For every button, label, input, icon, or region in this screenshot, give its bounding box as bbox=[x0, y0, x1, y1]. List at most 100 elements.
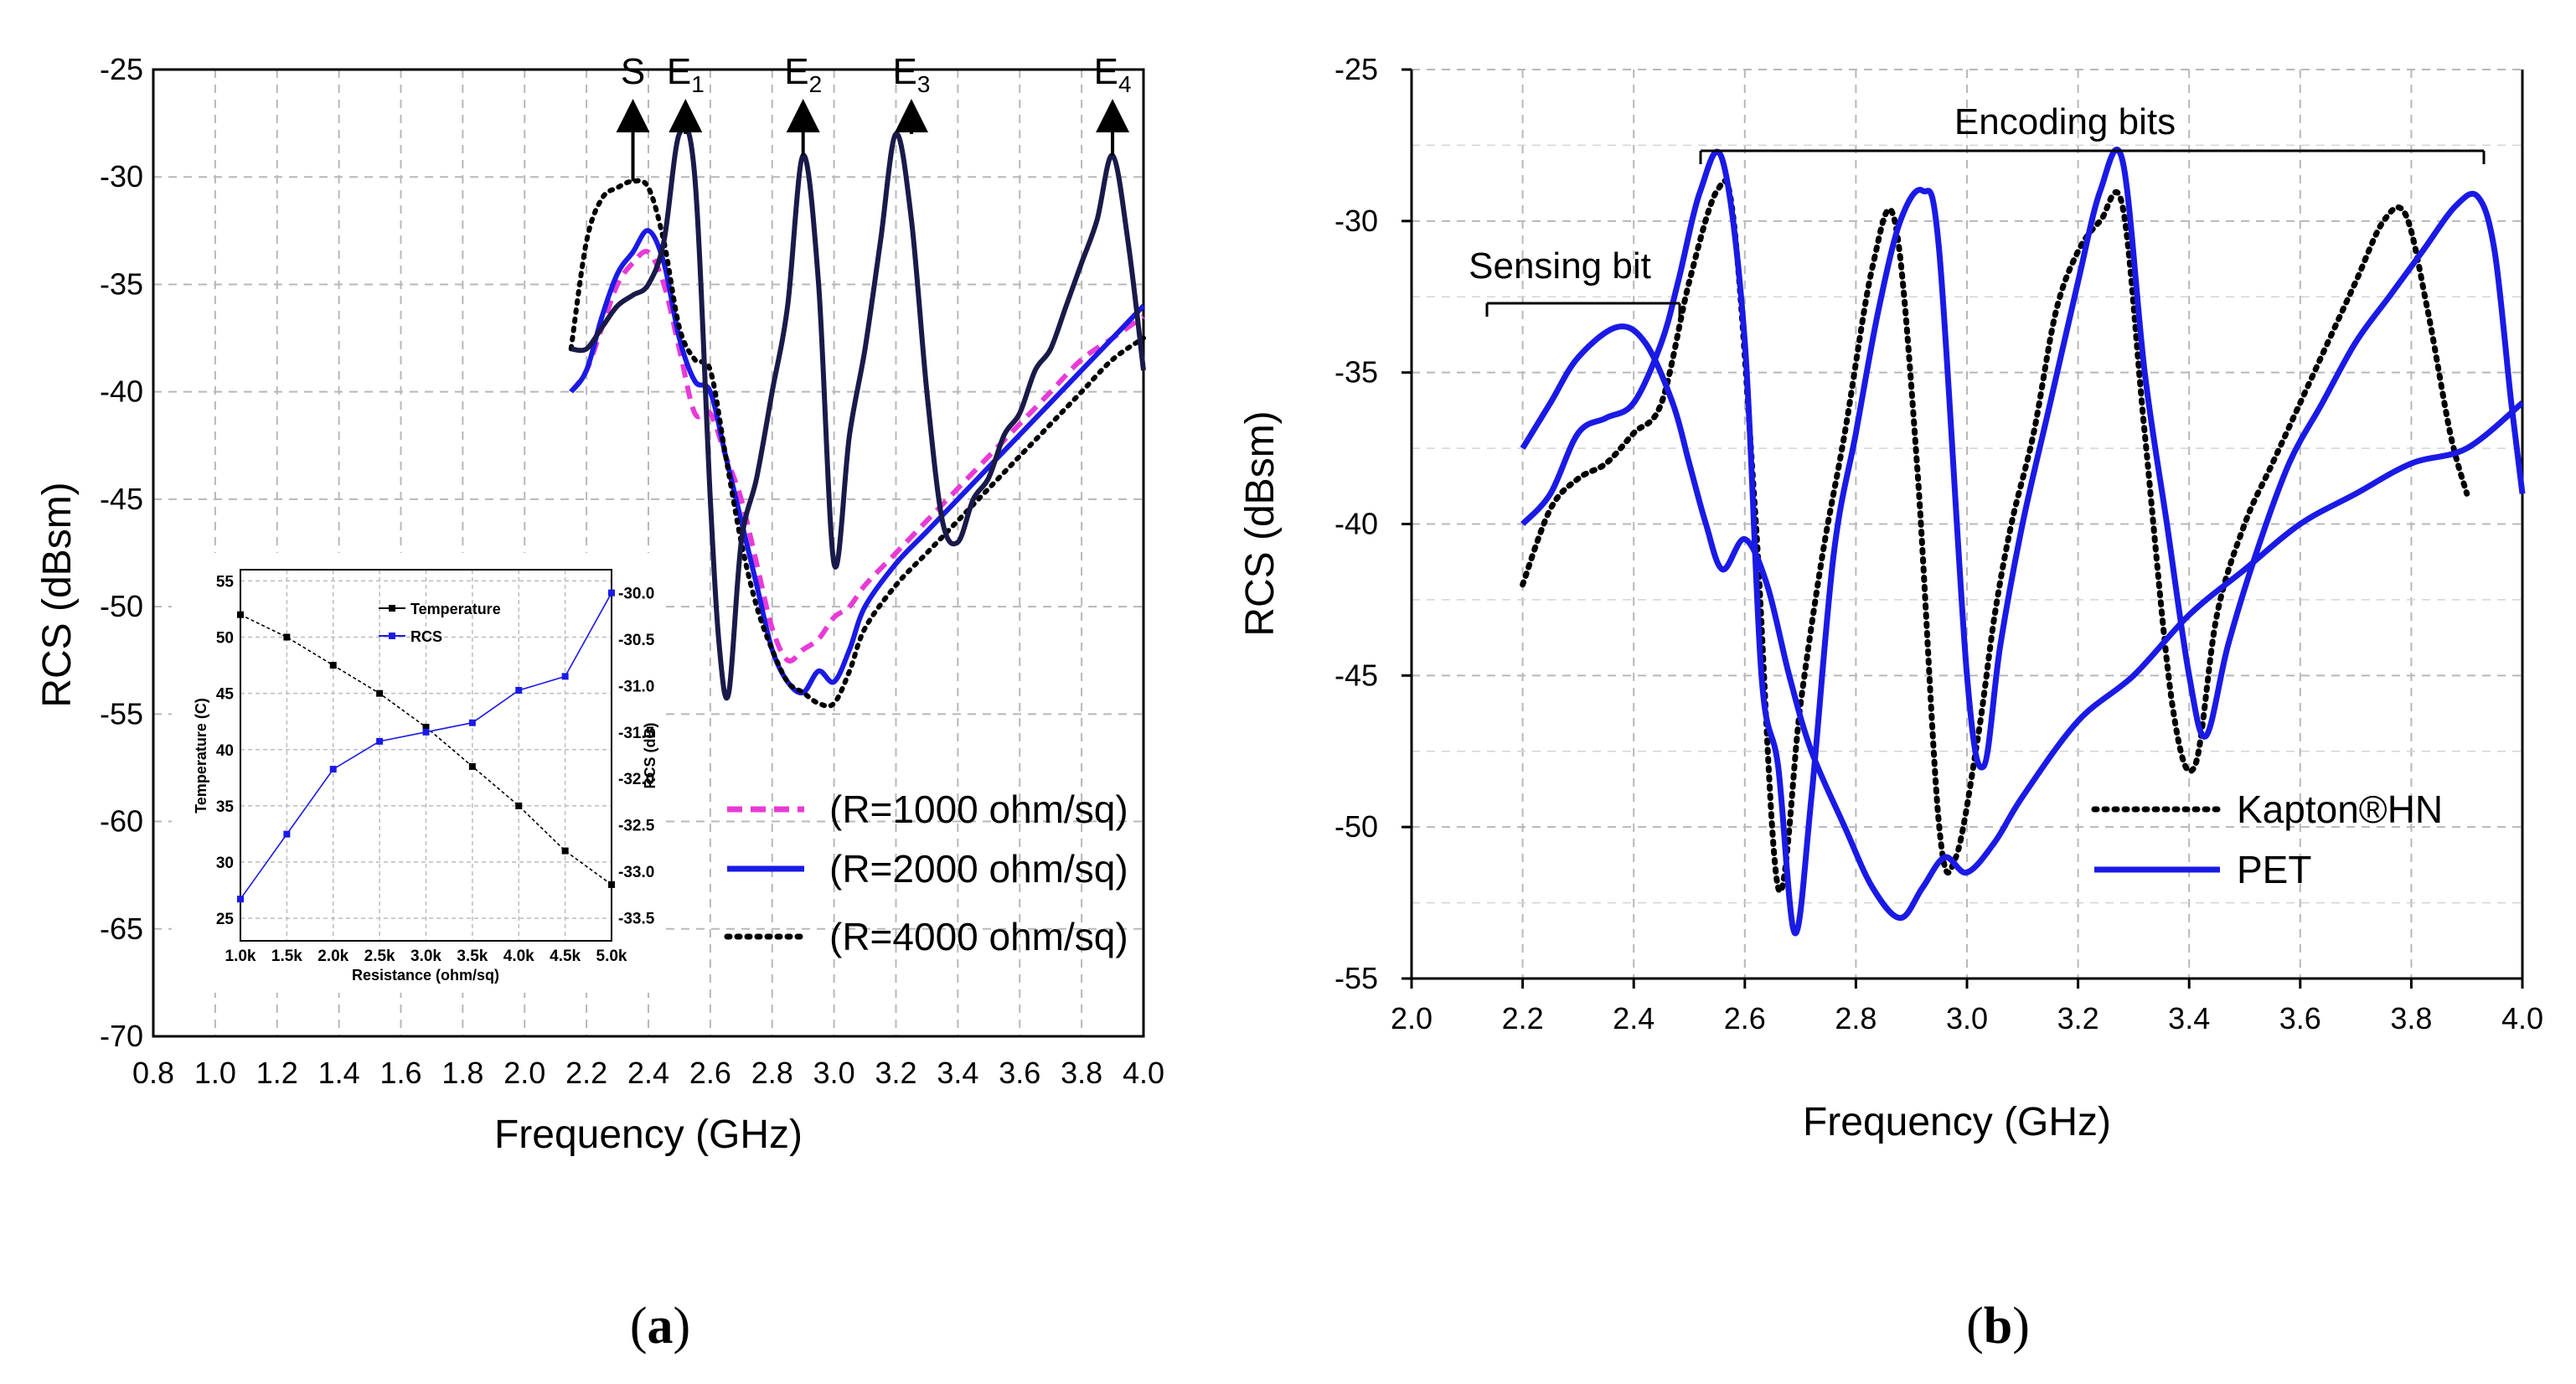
inset-point-rcs bbox=[515, 686, 523, 694]
inset-point-rcs bbox=[468, 719, 476, 726]
inset-point-temperature bbox=[329, 662, 337, 669]
chart-a-x-ticks: 0.8 1.0 1.2 1.4 1.6 1.8 2.0 2.2 2.4 2.6 2.8 3.0 3.2 3… bbox=[132, 1056, 1164, 1090]
chart-a-y-label: RCS (dBsm) bbox=[35, 482, 80, 707]
chart-b-y-tick-label: -35 bbox=[1334, 355, 1378, 390]
inset-legend-temperature-label: Temperature bbox=[410, 601, 501, 617]
inset-point-rcs bbox=[561, 673, 569, 680]
inset-point-temperature bbox=[468, 762, 476, 770]
chart-a-inset: 1.0k 1.5k 2.0k 2.5k 3.0k 3.5k 4.0k 4.5k 5.0k 25 30… bbox=[172, 553, 662, 993]
inset-series bbox=[237, 589, 615, 903]
inset-y-right-tick-label: -33.0 bbox=[618, 864, 654, 881]
chart-a-series-r-4000-ohm-sq bbox=[568, 178, 1146, 709]
chart-b-series-kapton-hn bbox=[1520, 178, 2470, 895]
chart-a-y-tick-label: -70 bbox=[100, 1019, 143, 1053]
chart-b-x-tick-label: 4.0 bbox=[2501, 1001, 2543, 1035]
chart-a-legend: (R=1000 ohm/sq) (R=2000 ohm/sq) (R=4000 … bbox=[724, 788, 1128, 958]
chart-a-y-ticks: -25 -30 -35 -40 -45 -50 -55 -60 -65 -70 bbox=[100, 52, 143, 1053]
chart-b-x-tick-label: 2.4 bbox=[1613, 1001, 1655, 1035]
inset-y-left-tick-label: 55 bbox=[216, 573, 235, 591]
inset-x-tick-label: 3.0k bbox=[410, 948, 441, 965]
inset-y-right-tick-label: -30.0 bbox=[618, 586, 654, 603]
chart-b-x-tick-label: 2.2 bbox=[1502, 1001, 1544, 1035]
inset-y-left-tick-label: 50 bbox=[216, 630, 234, 648]
inset-point-rcs bbox=[283, 830, 291, 838]
legend-r4000-label: (R=4000 ohm/sq) bbox=[829, 915, 1128, 958]
inset-ticks: 1.0k 1.5k 2.0k 2.5k 3.0k 3.5k 4.0k 4.5k 5.0k 25 30… bbox=[216, 573, 655, 965]
inset-grid bbox=[240, 570, 612, 941]
chart-a-x-tick-label: 1.0 bbox=[194, 1056, 236, 1090]
chart-b-y-tick-label: -45 bbox=[1334, 658, 1378, 692]
chart-b-x-label: Frequency (GHz) bbox=[1803, 1100, 2111, 1144]
chart-a-x-tick-label: 3.6 bbox=[999, 1056, 1040, 1090]
chart-a-x-tick-label: 1.6 bbox=[379, 1056, 421, 1090]
inset-x-tick-label: 3.5k bbox=[457, 948, 488, 965]
chart-a-y-tick-label: -45 bbox=[100, 482, 143, 516]
inset-point-temperature bbox=[376, 689, 384, 697]
chart-a-x-tick-label: 3.0 bbox=[813, 1056, 855, 1090]
inset-point-rcs bbox=[237, 896, 244, 903]
annotation-subscript: 3 bbox=[917, 71, 931, 97]
chart-b-y-label: RCS (dBsm) bbox=[1238, 411, 1283, 636]
caption-a: (a) bbox=[630, 1298, 690, 1355]
chart-b-y-tick-label: -40 bbox=[1334, 507, 1378, 541]
chart-a-y-tick-label: -60 bbox=[100, 804, 143, 839]
inset-point-rcs bbox=[608, 589, 615, 596]
inset-y-right-tick-label: -32.0 bbox=[618, 771, 654, 788]
chart-b-series-pet bbox=[1520, 147, 2526, 937]
chart-a-x-tick-label: 1.8 bbox=[441, 1056, 483, 1090]
annotation-label-e1: E1 bbox=[667, 51, 705, 97]
encoding-bits-label: Encoding bits bbox=[1954, 101, 2176, 142]
annotation-label-e2: E2 bbox=[784, 51, 822, 97]
chart-a-x-tick-label: 2.2 bbox=[565, 1056, 607, 1090]
chart-a-y-tick-label: -65 bbox=[100, 911, 143, 946]
chart-b-y-tick-label: -50 bbox=[1334, 809, 1378, 844]
inset-y-right-tick-label: -31.0 bbox=[618, 678, 654, 695]
chart-a-x-tick-label: 4.0 bbox=[1123, 1056, 1164, 1090]
annotation-subscript: 2 bbox=[809, 71, 823, 97]
inset-point-temperature bbox=[283, 633, 291, 641]
chart-b-series-pet-wide-trace bbox=[1520, 323, 2525, 922]
chart-b-x-tick-label: 3.8 bbox=[2390, 1001, 2432, 1035]
chart-b-x-tick-label: 2.6 bbox=[1724, 1001, 1766, 1035]
legend-pet-label: PET bbox=[2237, 848, 2311, 891]
chart-b-legend: Kapton®HN PET bbox=[2091, 788, 2443, 891]
chart-a-x-tick-label: 3.4 bbox=[937, 1056, 978, 1090]
chart-b-y-ticks: -25 -30 -35 -40 -45 -50 -55 bbox=[1334, 52, 1412, 995]
inset-y-right-tick-label: -32.5 bbox=[618, 818, 655, 835]
chart-a-y-tick-label: -40 bbox=[100, 374, 143, 409]
inset-background bbox=[172, 553, 662, 993]
chart-a-x-tick-label: 3.8 bbox=[1061, 1056, 1102, 1090]
chart-a-x-tick-label: 3.2 bbox=[875, 1056, 916, 1090]
chart-b-y-tick-label: -25 bbox=[1334, 52, 1378, 86]
inset-x-label: Resistance (ohm/sq) bbox=[352, 967, 499, 984]
inset-y-left-tick-label: 35 bbox=[216, 798, 235, 816]
chart-b-x-tick-label: 3.6 bbox=[2279, 1001, 2321, 1035]
inset-y-right-tick-label: -30.5 bbox=[618, 632, 655, 649]
sensing-bit-label: Sensing bit bbox=[1469, 245, 1651, 287]
chart-a-x-tick-label: 2.6 bbox=[689, 1056, 731, 1090]
inset-x-tick-label: 4.5k bbox=[550, 948, 581, 965]
inset-point-temperature bbox=[422, 723, 430, 731]
chart-a-x-tick-label: 2.8 bbox=[751, 1056, 793, 1090]
inset-legend: Temperature RCS bbox=[379, 601, 501, 645]
chart-a-y-tick-label: -30 bbox=[100, 159, 143, 194]
legend-r2000-label: (R=2000 ohm/sq) bbox=[829, 847, 1128, 891]
chart-a-x-tick-label: 2.4 bbox=[627, 1056, 669, 1090]
inset-legend-temperature-marker bbox=[389, 605, 395, 612]
inset-point-temperature bbox=[608, 880, 615, 888]
inset-x-tick-label: 1.0k bbox=[225, 948, 256, 965]
chart-b-grid bbox=[1412, 69, 2523, 979]
chart-b-annotations: Sensing bit Encoding bits bbox=[1469, 101, 2486, 317]
chart-a-y-tick-label: -25 bbox=[100, 52, 143, 86]
chart-a-x-tick-label: 1.2 bbox=[256, 1056, 298, 1090]
chart-a-x-tick-label: 1.4 bbox=[318, 1056, 360, 1090]
inset-point-rcs bbox=[422, 728, 430, 736]
chart-b-series bbox=[1520, 147, 2526, 937]
annotation-subscript: 4 bbox=[1118, 71, 1132, 97]
inset-x-tick-label: 4.0k bbox=[503, 948, 534, 965]
chart-b-y-tick-label: -30 bbox=[1334, 204, 1378, 238]
annotation-label-e4: E4 bbox=[1094, 51, 1132, 97]
chart-a-series-r-1000-ohm-sq bbox=[569, 249, 1145, 664]
chart-a-x-label: Frequency (GHz) bbox=[494, 1113, 803, 1157]
